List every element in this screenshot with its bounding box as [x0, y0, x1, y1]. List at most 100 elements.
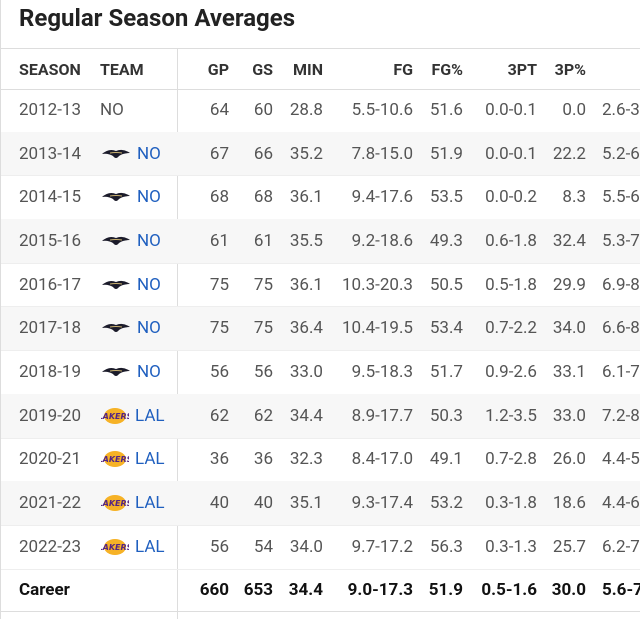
- season: 2014-15: [19, 187, 82, 208]
- stat: 5.5-10.6: [351, 99, 413, 120]
- column-header: SEASON: [19, 59, 81, 79]
- team-link[interactable]: NO: [137, 230, 161, 251]
- stat: 0.3-1.3: [485, 536, 537, 557]
- season: 2013-14: [19, 143, 82, 164]
- stat: 33.0: [552, 405, 586, 426]
- stat: 53.2: [429, 493, 463, 514]
- team-logo: [101, 278, 131, 292]
- stat: 0.0-0.1: [485, 143, 537, 164]
- stat: 54: [253, 536, 273, 557]
- career-stat: 51.9: [428, 579, 463, 600]
- stat: 32.3: [289, 449, 323, 470]
- stat: 35.5: [289, 230, 323, 251]
- column-header: 3P%: [554, 59, 586, 79]
- stat: 33.0: [289, 362, 323, 383]
- column-header: FG%: [431, 59, 463, 79]
- stat: 49.1: [429, 449, 463, 470]
- svg-text:LAKERS: LAKERS: [101, 412, 129, 421]
- stat: 75: [209, 318, 229, 339]
- stat: 5.3-7: [602, 230, 640, 251]
- stat: 34.4: [289, 405, 323, 426]
- stat: 6.2-7: [602, 536, 640, 557]
- stat: 6.6-8: [602, 318, 640, 339]
- stat: 36: [209, 449, 229, 470]
- stat: 18.6: [552, 493, 586, 514]
- team-link[interactable]: LAL: [135, 405, 165, 426]
- team-logo: LAKERS: [101, 449, 129, 469]
- career-label: Career: [19, 579, 70, 600]
- team-logo: LAKERS: [101, 406, 129, 426]
- stat: 56: [209, 362, 229, 383]
- season: 2012-13: [19, 99, 82, 120]
- svg-text:LAKERS: LAKERS: [101, 455, 129, 464]
- team: LAKERS LAL: [101, 394, 165, 438]
- team-link[interactable]: LAL: [135, 493, 165, 514]
- stat: 36.1: [289, 187, 323, 208]
- career-stat: 9.0-17.3: [347, 579, 413, 600]
- stat: 50.5: [429, 274, 463, 295]
- team: NO: [101, 132, 161, 176]
- column-header: TEAM: [100, 59, 144, 79]
- stat: 53.5: [429, 187, 463, 208]
- table-row: 2016-17 NO 75 75 36.1 10.3-20.3 50.5 0.5-1.8 29.…: [1, 263, 640, 308]
- stat: 36.4: [289, 318, 323, 339]
- team-link[interactable]: LAL: [135, 449, 165, 470]
- career-stat: 5.6-7: [602, 579, 640, 600]
- stat: 35.2: [289, 143, 323, 164]
- team-link[interactable]: NO: [137, 274, 161, 295]
- team: NO: [101, 307, 161, 351]
- stat: 75: [209, 274, 229, 295]
- stat: 9.5-18.3: [351, 362, 413, 383]
- column-header: MIN: [293, 59, 323, 79]
- team-logo: [101, 190, 131, 204]
- career-stat: 34.4: [288, 579, 323, 600]
- table-row: 2014-15 NO 68 68 36.1 9.4-17.6 53.5 0.0-0.2 8.3 5…: [1, 175, 640, 221]
- stat: 28.8: [289, 99, 323, 120]
- column-header: FG: [393, 59, 413, 79]
- stat: 36: [253, 449, 273, 470]
- stat: 56.3: [429, 536, 463, 557]
- stat: 61: [253, 230, 273, 251]
- column-header: 3PT: [507, 59, 537, 79]
- stat: 75: [253, 274, 273, 295]
- season: 2018-19: [19, 362, 82, 383]
- stat: 32.4: [552, 230, 586, 251]
- stat: 0.0-0.1: [485, 99, 537, 120]
- stat: 51.7: [429, 362, 463, 383]
- team-link[interactable]: NO: [137, 143, 161, 164]
- stat: 4.4-6: [602, 493, 640, 514]
- team: NO: [101, 263, 161, 307]
- stat: 62: [209, 405, 229, 426]
- career-stat: 30.0: [551, 579, 586, 600]
- team: NO: [101, 350, 161, 394]
- team-link[interactable]: LAL: [135, 536, 165, 557]
- team-link[interactable]: NO: [137, 362, 161, 383]
- career-stat: 0.5-1.6: [481, 579, 537, 600]
- season: 2022-23: [19, 536, 82, 557]
- stat: 53.4: [429, 318, 463, 339]
- stat: 68: [209, 187, 229, 208]
- team-logo: [101, 365, 131, 379]
- team-link[interactable]: NO: [137, 187, 161, 208]
- stat: 8.9-17.7: [351, 405, 413, 426]
- career-stat: 660: [199, 579, 229, 600]
- stat: 0.5-1.8: [485, 274, 537, 295]
- team: LAKERS LAL: [101, 481, 165, 525]
- stat: 0.6-1.8: [485, 230, 537, 251]
- stat: 0.0: [562, 99, 586, 120]
- table-row: 2021-22 LAKERS LAL 40 40 35.1 9.3-17.4 53.2 0.3-…: [1, 481, 640, 526]
- header-row: SEASON TEAM GP GS MIN FG FG% 3PT 3P%: [1, 48, 640, 90]
- stat: 9.3-17.4: [351, 493, 413, 514]
- table-row: 2013-14 NO 67 66 35.2 7.8-15.0 51.9 0.0-0.1 22.2…: [1, 131, 640, 177]
- season: 2021-22: [19, 493, 82, 514]
- stat: 2.6-3: [602, 99, 640, 120]
- stat: 9.4-17.6: [351, 187, 413, 208]
- career-row: Career 660 653 34.4 9.0-17.3 51.9 0.5-1.6 30.0 5…: [1, 569, 640, 612]
- team-link[interactable]: NO: [137, 318, 161, 339]
- stat: 0.7-2.2: [485, 318, 537, 339]
- stat: 56: [209, 536, 229, 557]
- stat: 75: [253, 318, 273, 339]
- stat: 7.2-8: [602, 405, 640, 426]
- column-header: GP: [207, 59, 229, 79]
